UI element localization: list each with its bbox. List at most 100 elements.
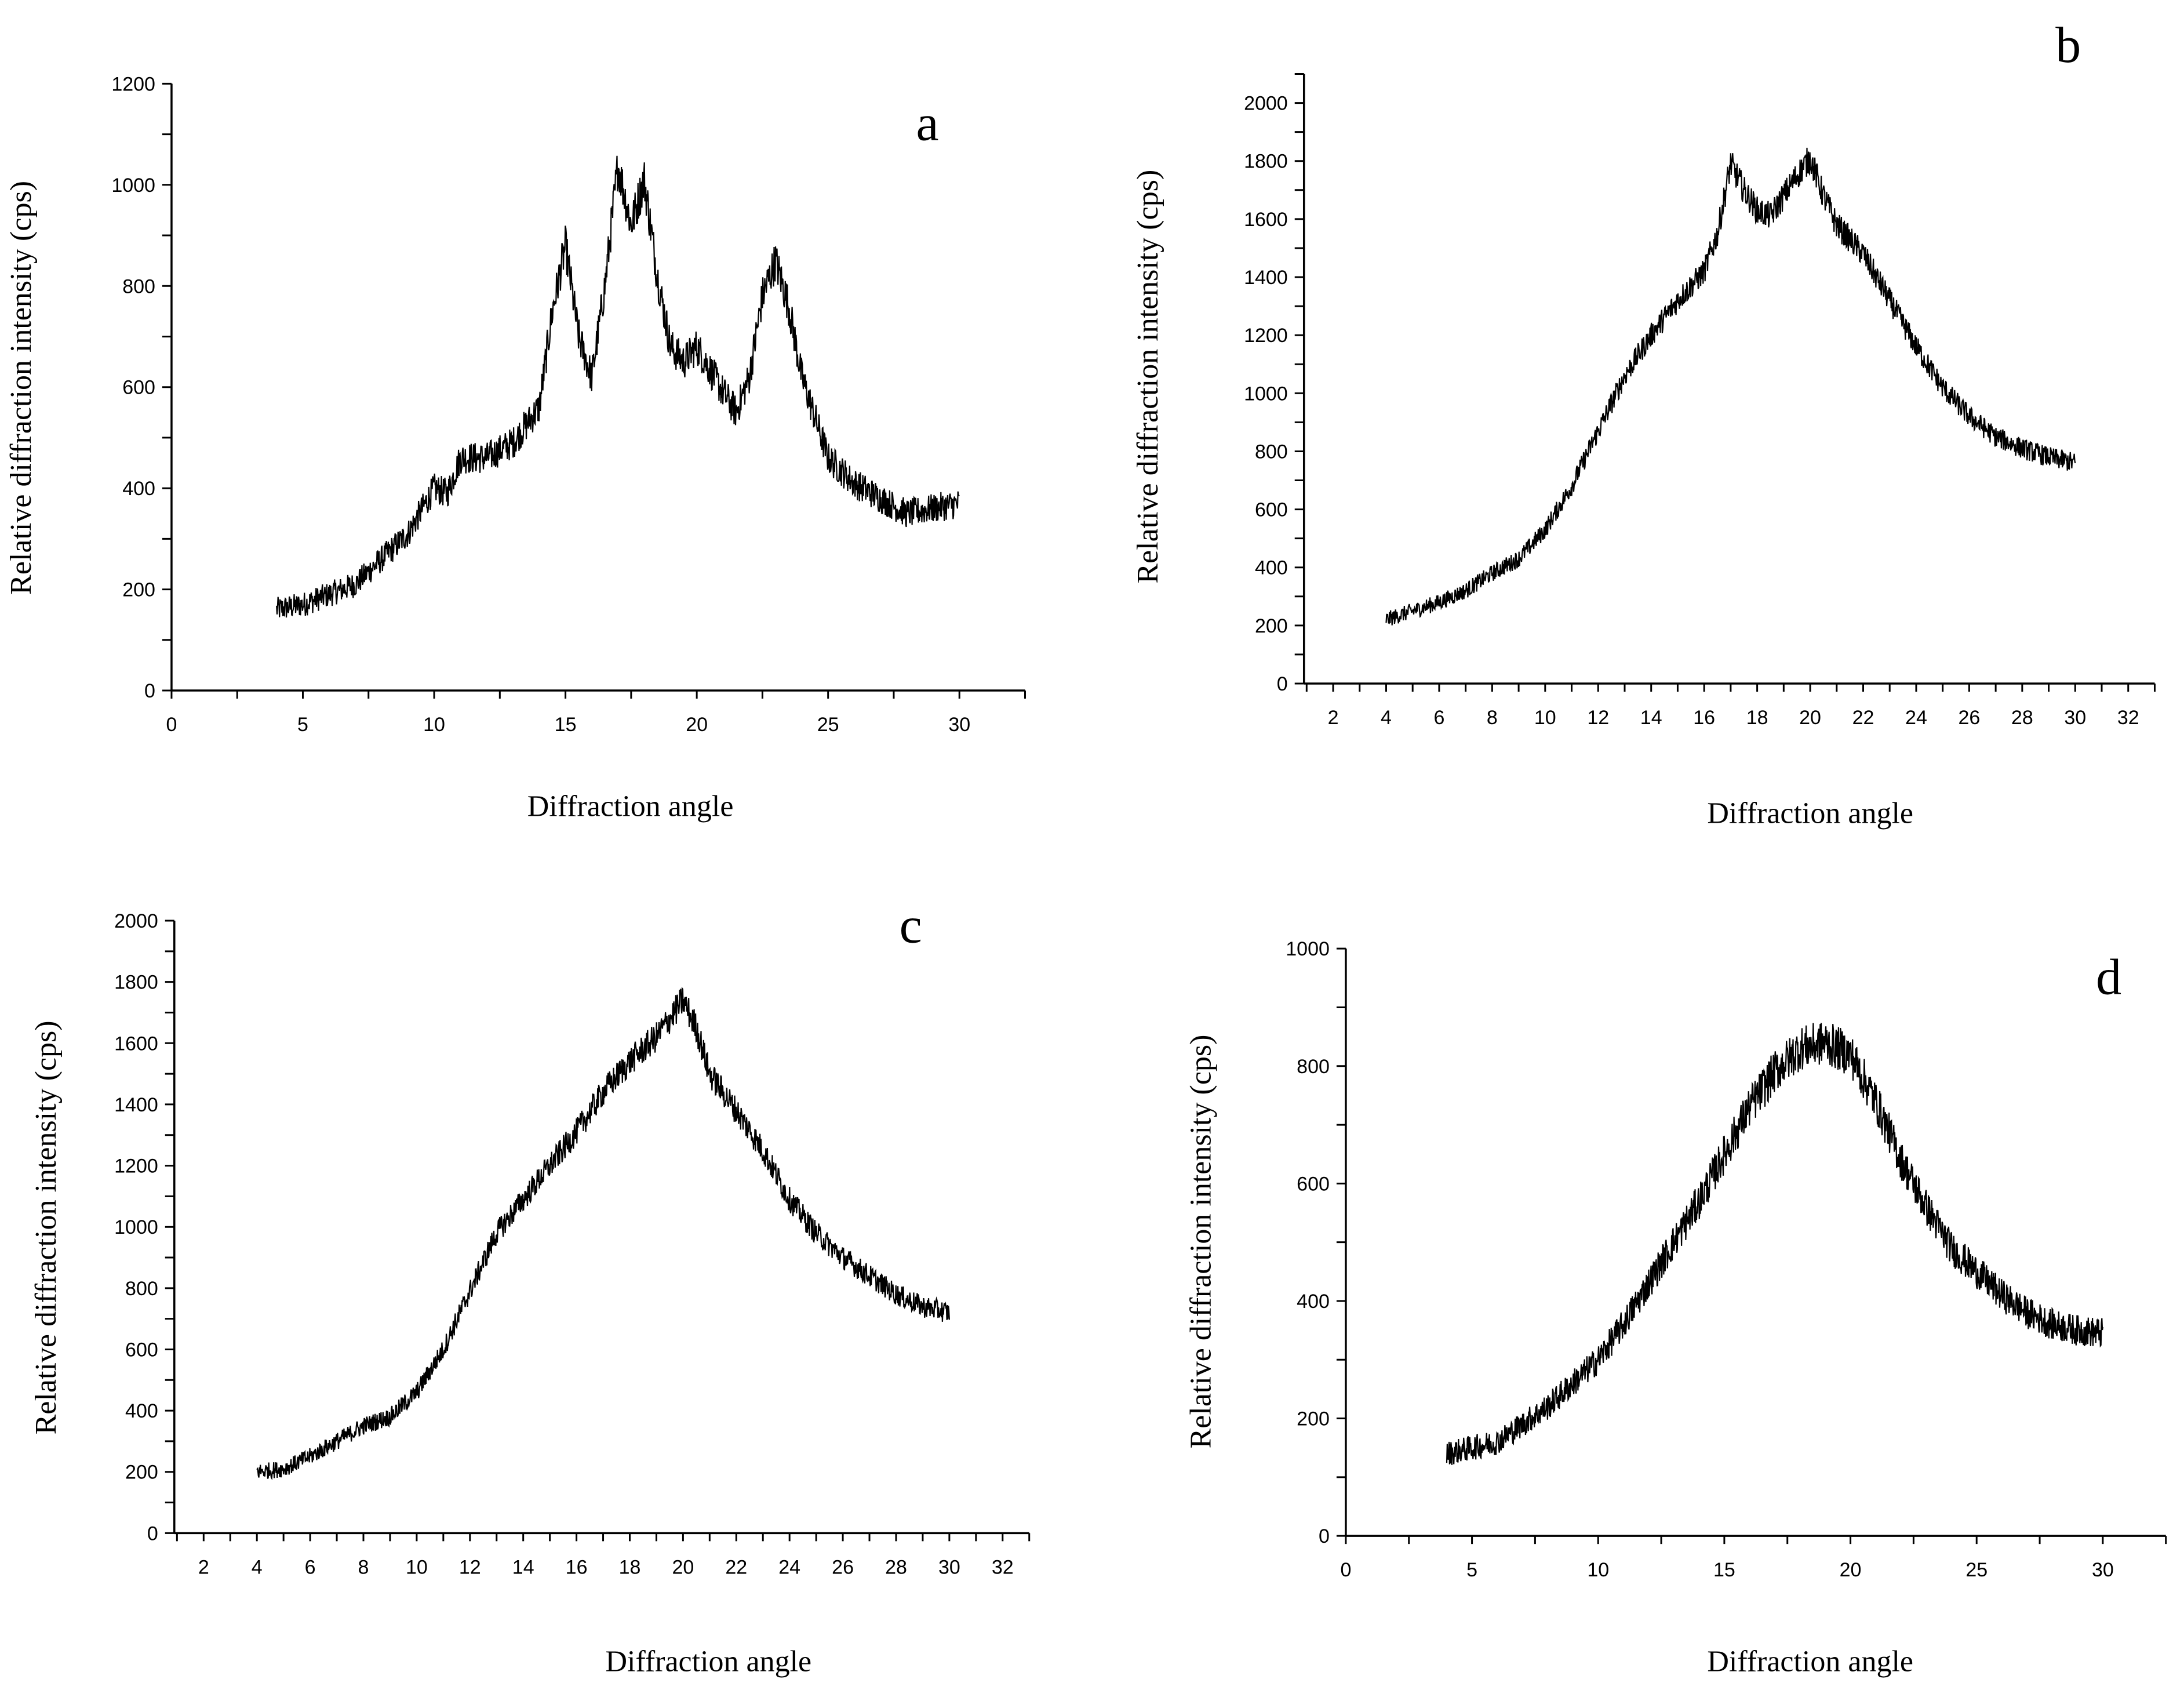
x-tick-label: 14 [512, 1556, 534, 1578]
x-tick-label: 26 [1958, 707, 1980, 729]
y-tick-label: 200 [125, 1462, 158, 1484]
x-tick-label: 28 [2011, 707, 2033, 729]
x-tick-label: 2 [1328, 707, 1339, 729]
y-tick-label: 0 [147, 1522, 158, 1545]
y-tick-label: 600 [1297, 1173, 1330, 1195]
x-tick-label: 10 [1587, 1559, 1609, 1581]
y-axis-title: Relative diffraction intensity (cps) [30, 1020, 63, 1434]
x-tick-label: 30 [2064, 707, 2086, 729]
x-tick-label: 32 [2117, 707, 2139, 729]
x-tick-label: 20 [686, 714, 708, 736]
x-tick-label: 8 [1487, 707, 1498, 729]
x-tick-label: 0 [166, 714, 177, 736]
x-axis-title: Diffraction angle [605, 1645, 811, 1678]
x-tick-label: 25 [817, 714, 839, 736]
y-tick-label: 200 [1255, 615, 1288, 637]
chart-panel-c: 2 4 6 8 10 12 14 16 18 20 22 24 26 28 30 32020040060080… [30, 897, 1031, 1678]
x-tick-label: 25 [1965, 1559, 1988, 1581]
x-tick-label: 18 [619, 1556, 641, 1578]
x-tick-label: 6 [1433, 707, 1444, 729]
y-tick-label: 400 [125, 1400, 158, 1422]
x-tick-label: 10 [1534, 707, 1556, 729]
x-axis-title: Diffraction angle [1707, 797, 1913, 830]
x-axis-title: Diffraction angle [1707, 1645, 1913, 1678]
y-tick-label: 1400 [1244, 267, 1288, 289]
y-tick-label: 600 [125, 1339, 158, 1361]
y-tick-label: 400 [1297, 1291, 1330, 1313]
y-tick-label: 1600 [1244, 209, 1288, 231]
x-tick-label: 22 [725, 1556, 747, 1578]
chart-panel-b: 2 4 6 8 10 12 14 16 18 20 22 24 26 28 30 32020040060080… [1131, 17, 2156, 830]
y-tick-label: 1200 [111, 73, 155, 95]
x-tick-label: 6 [305, 1556, 316, 1578]
panel-label: c [900, 897, 922, 954]
y-tick-label: 600 [1255, 499, 1288, 521]
y-tick-label: 800 [125, 1278, 158, 1300]
y-tick-label: 1200 [114, 1155, 158, 1178]
y-tick-label: 1800 [114, 972, 158, 994]
x-tick-label: 30 [2092, 1559, 2114, 1581]
x-tick-label: 4 [1381, 707, 1392, 729]
x-tick-label: 14 [1640, 707, 1662, 729]
x-tick-label: 4 [252, 1556, 263, 1578]
y-tick-label: 0 [1277, 673, 1288, 695]
chart-panel-d: 0 5 10 15 20 25 30 0 200 400 600 800 1000 Diffraction… [1185, 938, 2167, 1678]
y-tick-label: 2000 [1244, 93, 1288, 115]
y-tick-label: 800 [1297, 1056, 1330, 1078]
x-tick-label: 28 [885, 1556, 907, 1578]
panel-label: d [2096, 949, 2121, 1005]
x-tick-label: 30 [948, 714, 970, 736]
y-tick-label: 1800 [1244, 151, 1288, 173]
y-tick-label: 600 [122, 377, 155, 399]
series-a-line [276, 155, 960, 618]
x-tick-label: 20 [1840, 1559, 1862, 1581]
x-tick-label: 22 [1852, 707, 1874, 729]
series-b-line [1385, 147, 2076, 626]
y-tick-label: 1000 [1244, 383, 1288, 405]
x-tick-label: 15 [1713, 1559, 1735, 1581]
y-tick-label: 400 [122, 478, 155, 500]
x-tick-label: 15 [555, 714, 577, 736]
x-tick-label: 20 [1799, 707, 1821, 729]
x-tick-label: 10 [406, 1556, 428, 1578]
x-tick-label: 0 [1340, 1559, 1351, 1581]
x-tick-label: 20 [672, 1556, 694, 1578]
y-tick-label: 1600 [114, 1033, 158, 1055]
y-axis-title: Relative diffraction intensity (cps) [5, 181, 38, 595]
x-tick-label: 24 [1905, 707, 1927, 729]
x-tick-label: 26 [832, 1556, 854, 1578]
x-tick-label: 32 [992, 1556, 1014, 1578]
x-tick-label: 5 [297, 714, 308, 736]
series-d-line [1446, 1023, 2103, 1465]
x-tick-label: 24 [778, 1556, 800, 1578]
x-tick-label: 8 [358, 1556, 369, 1578]
y-tick-label: 400 [1255, 557, 1288, 579]
y-tick-label: 1400 [114, 1094, 158, 1116]
x-tick-label: 5 [1466, 1559, 1477, 1581]
x-tick-label: 16 [1693, 707, 1715, 729]
y-tick-label: 1000 [114, 1216, 158, 1238]
x-tick-label: 18 [1746, 707, 1768, 729]
y-tick-label: 0 [1319, 1525, 1330, 1547]
y-axis-title: Relative diffraction intensity (cps) [1131, 170, 1164, 584]
y-tick-label: 1000 [111, 175, 155, 197]
panel-label: a [916, 96, 939, 152]
x-tick-label: 12 [1587, 707, 1609, 729]
x-tick-label: 10 [423, 714, 445, 736]
y-axis-title: Relative diffraction intensity (cps) [1185, 1035, 1218, 1449]
y-tick-label: 1000 [1286, 938, 1330, 960]
y-tick-label: 800 [122, 275, 155, 297]
y-tick-label: 0 [144, 680, 155, 702]
y-tick-label: 200 [122, 579, 155, 601]
x-tick-label: 2 [198, 1556, 209, 1578]
y-tick-label: 200 [1297, 1408, 1330, 1430]
x-tick-label: 30 [938, 1556, 960, 1578]
y-tick-label: 1200 [1244, 325, 1288, 347]
y-tick-label: 800 [1255, 441, 1288, 463]
chart-panel-a: 0 5 10 15 20 25 30 0 200 400 600 800 1000 1200 Diffrac… [5, 73, 1027, 823]
x-axis-title: Diffraction angle [527, 790, 734, 823]
panel-label: b [2055, 17, 2081, 74]
x-tick-label: 12 [459, 1556, 481, 1578]
series-c-line [256, 986, 950, 1481]
